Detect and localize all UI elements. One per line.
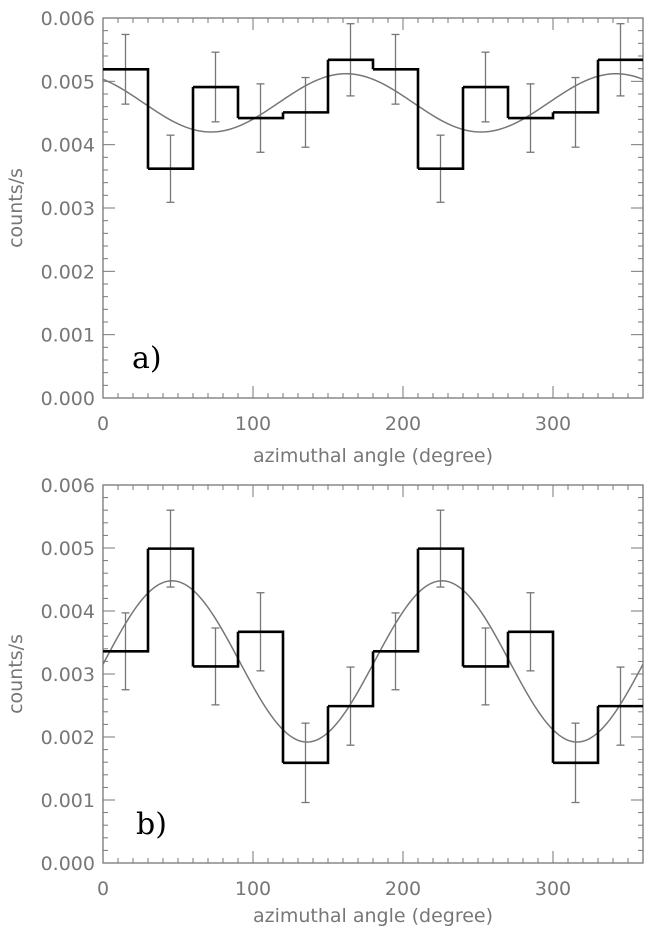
x-tick-label: 100: [235, 413, 271, 435]
histogram-bin: [193, 85, 240, 119]
y-tick-label: 0.005: [41, 538, 95, 560]
y-tick-label: 0.005: [41, 71, 95, 93]
panel-label: a): [132, 341, 162, 376]
histogram-bin: [283, 706, 330, 765]
x-tick-label: 200: [385, 413, 421, 435]
x-axis-title: azimuthal angle (degree): [253, 445, 493, 467]
y-tick-label: 0.001: [41, 325, 95, 347]
histogram-bin: [418, 87, 465, 171]
y-tick-label: 0.001: [41, 790, 95, 812]
histogram-bin: [328, 651, 375, 708]
histogram-bin: [193, 631, 240, 668]
histogram-bin: [373, 548, 420, 653]
histogram-bin: [553, 59, 600, 114]
y-tick-label: 0.006: [41, 8, 95, 30]
histogram-bin: [463, 631, 510, 668]
fit-curve: [102, 72, 644, 133]
panel-label: b): [136, 807, 167, 842]
x-tick-label: 100: [235, 878, 271, 900]
y-tick-label: 0.003: [41, 664, 95, 686]
y-tick-label: 0.004: [41, 601, 95, 623]
x-tick-label: 200: [385, 878, 421, 900]
histogram-bin: [148, 87, 195, 171]
y-axis-title: counts/s: [5, 168, 27, 248]
y-tick-label: 0.006: [41, 475, 95, 497]
histogram-bin: [103, 68, 150, 169]
histogram-bin: [508, 630, 555, 763]
histogram-bin: [508, 112, 555, 120]
x-axis-title: azimuthal angle (degree): [253, 905, 493, 927]
panel-b: 0 100 200 300 0.000 0.001 0.002 0.003 0.004 0.005…: [5, 475, 644, 927]
y-tick-label: 0.002: [41, 727, 95, 749]
histogram-bin: [238, 112, 285, 120]
histogram-bin: [283, 59, 330, 114]
histogram-bin: [148, 547, 195, 667]
plot-frame: [102, 17, 644, 399]
y-tick-label: 0.004: [41, 135, 95, 157]
y-tick-label: 0.003: [41, 198, 95, 220]
histogram-bin: [328, 58, 375, 70]
x-tick-label: 0: [97, 413, 109, 435]
x-tick-label: 300: [535, 878, 571, 900]
histogram-bin: [238, 630, 285, 763]
x-tick-label: 300: [535, 413, 571, 435]
y-tick-label: 0.002: [41, 261, 95, 283]
histogram-bin: [103, 548, 150, 653]
y-axis-title: counts/s: [5, 634, 27, 714]
histogram-bin: [418, 547, 465, 667]
histogram-bin: [463, 85, 510, 119]
x-tick-label: 0: [97, 878, 109, 900]
histogram-bin: [553, 706, 600, 765]
histogram-bin: [373, 68, 420, 169]
panel-a: 0 100 200 300 0.000 0.001 0.002 0.003 0.004 0.005…: [5, 8, 644, 467]
y-tick-label: 0.000: [41, 388, 95, 410]
y-tick-label: 0.000: [41, 853, 95, 875]
